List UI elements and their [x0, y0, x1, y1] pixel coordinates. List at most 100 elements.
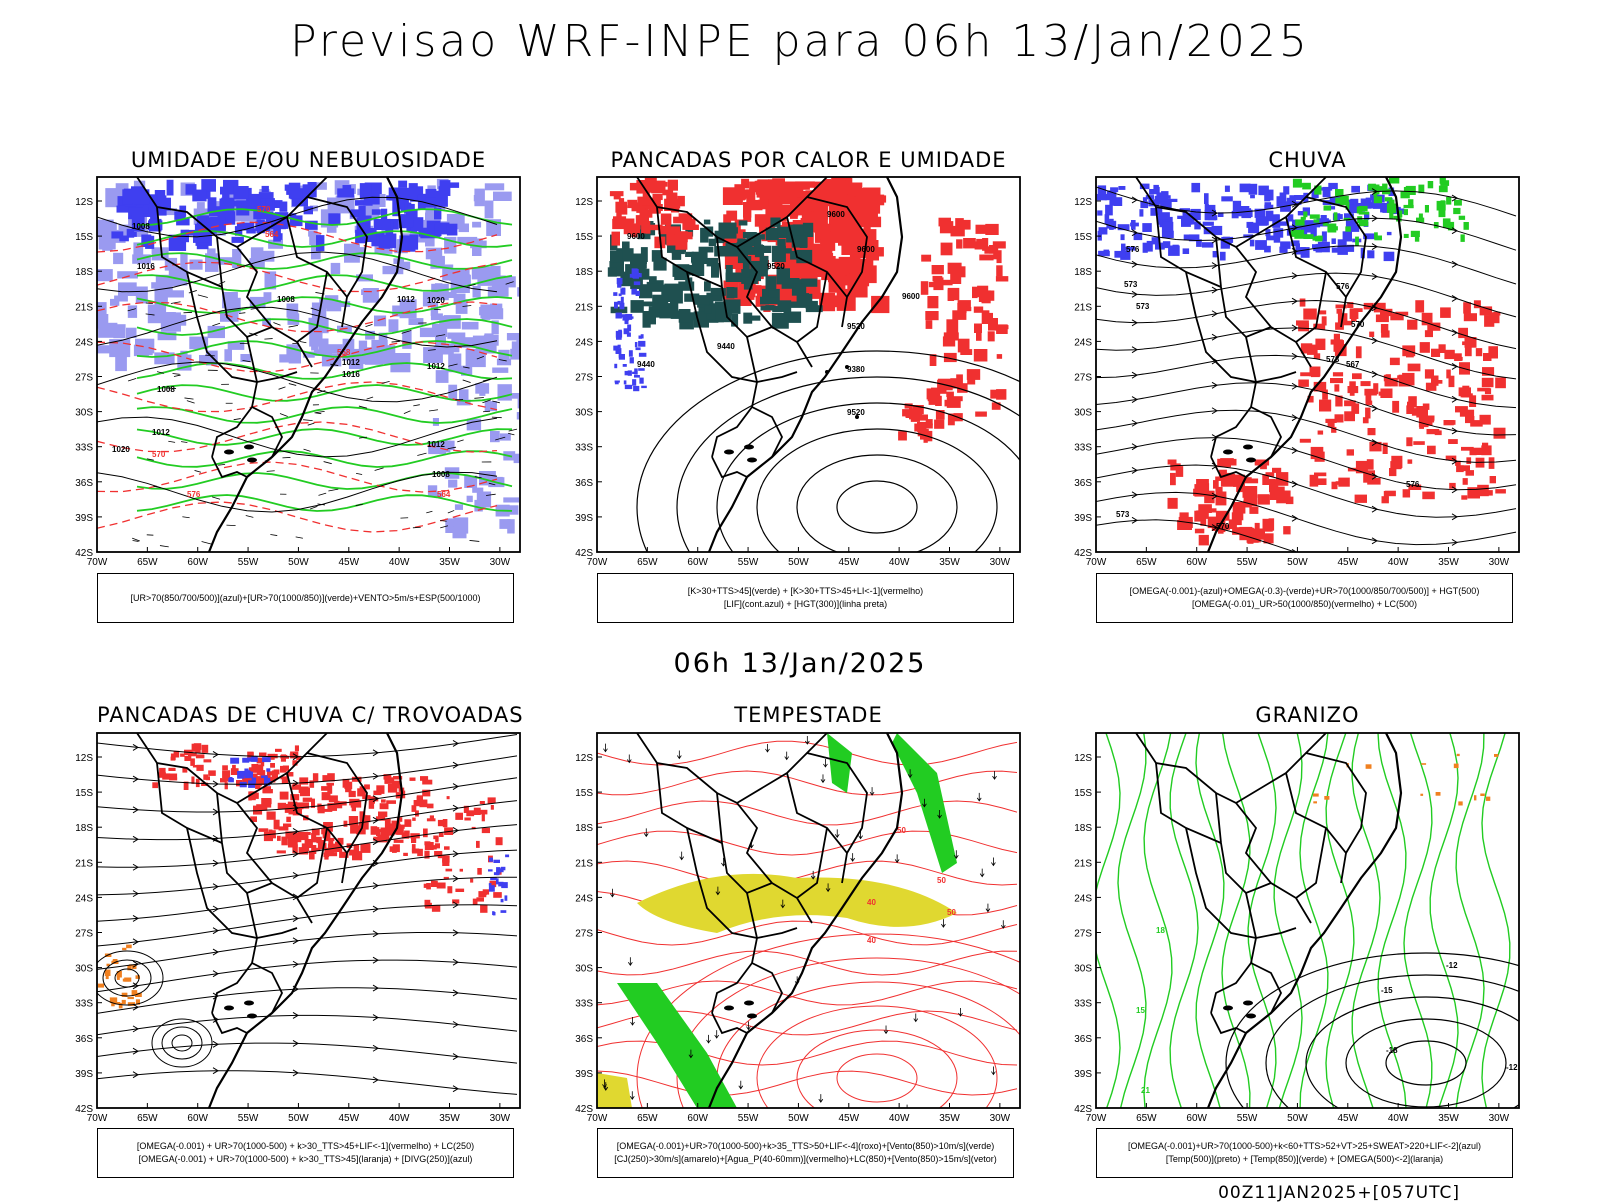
- lon-tick-label: 45W: [339, 557, 360, 568]
- panel-legend: [OMEGA(-0.001)+UR>70(1000-500)+k>35_TTS>…: [597, 1128, 1014, 1178]
- contour-label: 1020: [427, 296, 445, 305]
- lon-tick-label: 50W: [288, 557, 309, 568]
- lat-tick-label: 18S: [575, 823, 593, 834]
- lat-tick-label: 27S: [575, 373, 593, 384]
- weather-map-panel: 9600 9600 9600 9520 9520 9440 9380 9600 9520 9440…: [575, 176, 1021, 568]
- contour-label: 9520: [767, 262, 785, 271]
- contour-label: 50: [947, 908, 956, 917]
- lat-tick-label: 42S: [75, 548, 93, 559]
- lat-tick-label: 21S: [75, 302, 93, 313]
- lat-tick-label: 33S: [75, 443, 93, 454]
- legend-line: [LIF](cont.azul) + [HGT(300)](linha pret…: [723, 599, 888, 609]
- contour-label: -15: [1381, 986, 1393, 995]
- lon-tick-label: 40W: [889, 557, 910, 568]
- lat-tick-label: 39S: [75, 1069, 93, 1080]
- lon-tick-label: 70W: [1086, 557, 1107, 568]
- lat-tick-label: 39S: [1074, 513, 1092, 524]
- lat-tick-label: 15S: [575, 788, 593, 799]
- lon-tick-label: 30W: [490, 557, 511, 568]
- lon-tick-label: 40W: [889, 1113, 910, 1124]
- lon-tick-label: 65W: [137, 557, 158, 568]
- lat-tick-label: 30S: [75, 964, 93, 975]
- lat-tick-label: 36S: [1074, 478, 1092, 489]
- lon-tick-label: 30W: [1489, 557, 1510, 568]
- lon-tick-label: 50W: [788, 557, 809, 568]
- lat-tick-label: 12S: [575, 753, 593, 764]
- lat-tick-label: 30S: [1074, 964, 1092, 975]
- lat-tick-label: 21S: [575, 302, 593, 313]
- lat-tick-label: 24S: [75, 893, 93, 904]
- lat-tick-label: 33S: [75, 999, 93, 1010]
- lat-tick-label: 15S: [75, 788, 93, 799]
- lon-tick-label: 55W: [238, 557, 259, 568]
- lat-tick-label: 12S: [575, 197, 593, 208]
- contour-label: -12: [1446, 961, 1458, 970]
- contour-label: 570: [152, 450, 166, 459]
- lon-tick-label: 35W: [939, 557, 960, 568]
- lat-tick-label: 30S: [1074, 408, 1092, 419]
- contour-label: 1012: [152, 428, 170, 437]
- contour-label: 567: [1346, 360, 1360, 369]
- contour-label: 9600: [902, 292, 920, 301]
- lat-tick-label: 36S: [75, 478, 93, 489]
- lon-tick-label: 45W: [839, 557, 860, 568]
- panel-legend: [OMEGA(-0.001)+UR>70(1000-500)+k<60+TTS>…: [1096, 1128, 1513, 1178]
- contour-label: 1008: [132, 222, 150, 231]
- contour-label: 9600: [627, 232, 645, 241]
- lon-tick-label: 30W: [1489, 1113, 1510, 1124]
- lon-tick-label: 40W: [1388, 1113, 1409, 1124]
- lon-tick-label: 60W: [187, 1113, 208, 1124]
- contour-label: -18: [1386, 1046, 1398, 1055]
- lon-tick-label: 50W: [1287, 557, 1308, 568]
- lat-tick-label: 18S: [75, 823, 93, 834]
- lat-tick-label: 30S: [75, 408, 93, 419]
- lon-tick-label: 30W: [990, 1113, 1011, 1124]
- contour-label: 573: [1326, 355, 1340, 364]
- lat-tick-label: 33S: [1074, 999, 1092, 1010]
- legend-line: [OMEGA(-0.001)+UR>70(1000-500)+k>35_TTS>…: [616, 1141, 995, 1151]
- lon-tick-label: 35W: [1438, 1113, 1459, 1124]
- lon-tick-label: 70W: [587, 1113, 608, 1124]
- panel-legend: [UR>70(850/700/500)](azul)+[UR>70(1000/8…: [97, 573, 514, 623]
- lat-tick-label: 18S: [1074, 823, 1092, 834]
- contour-label: 576: [187, 490, 201, 499]
- lon-tick-label: 35W: [439, 1113, 460, 1124]
- lon-tick-label: 65W: [1136, 1113, 1157, 1124]
- lat-tick-label: 42S: [75, 1104, 93, 1115]
- contour-label: 573: [1136, 302, 1150, 311]
- lon-tick-label: 40W: [389, 557, 410, 568]
- contour-label: 9440: [637, 360, 655, 369]
- lon-tick-label: 30W: [490, 1113, 511, 1124]
- contour-label: 50: [937, 876, 946, 885]
- contour-label: 564: [265, 230, 279, 239]
- legend-line: [OMEGA(-0.001)-(azul)+OMEGA(-0.3)-(verde…: [1129, 586, 1480, 596]
- lat-tick-label: 42S: [575, 1104, 593, 1115]
- lat-tick-label: 15S: [575, 232, 593, 243]
- contour-label: 1008: [277, 295, 295, 304]
- lat-tick-label: 24S: [75, 337, 93, 348]
- weather-map-panel: 1008 1016 1012 1020 1008 1012 1012 1012 1008 1016…: [75, 176, 521, 568]
- lat-tick-label: 18S: [1074, 267, 1092, 278]
- lat-tick-label: 30S: [575, 964, 593, 975]
- contour-label: 1012: [427, 362, 445, 371]
- lat-tick-label: 12S: [75, 197, 93, 208]
- contour-label: 576: [1126, 245, 1140, 254]
- contour-label: 573: [1116, 510, 1130, 519]
- panel-title: UMIDADE E/OU NEBULOSIDADE: [130, 148, 487, 172]
- lat-tick-label: 24S: [1074, 893, 1092, 904]
- panel-legend: [OMEGA(-0.001)-(azul)+OMEGA(-0.3)-(verde…: [1096, 573, 1513, 623]
- panel-title: CHUVA: [1268, 148, 1347, 172]
- lat-tick-label: 36S: [75, 1034, 93, 1045]
- legend-line: [OMEGA(-0.001)+UR>70(1000-500)+k<60+TTS>…: [1127, 1141, 1482, 1151]
- lat-tick-label: 27S: [575, 929, 593, 940]
- contour-label: 558: [337, 348, 351, 357]
- lon-tick-label: 70W: [1086, 1113, 1107, 1124]
- contour-label: 573: [1124, 280, 1138, 289]
- lat-tick-label: 33S: [575, 999, 593, 1010]
- lon-tick-label: 45W: [339, 1113, 360, 1124]
- lon-tick-label: 45W: [839, 1113, 860, 1124]
- lat-tick-label: 27S: [75, 929, 93, 940]
- lat-tick-label: 36S: [575, 1034, 593, 1045]
- lat-tick-label: 12S: [1074, 197, 1092, 208]
- lat-tick-label: 39S: [575, 513, 593, 524]
